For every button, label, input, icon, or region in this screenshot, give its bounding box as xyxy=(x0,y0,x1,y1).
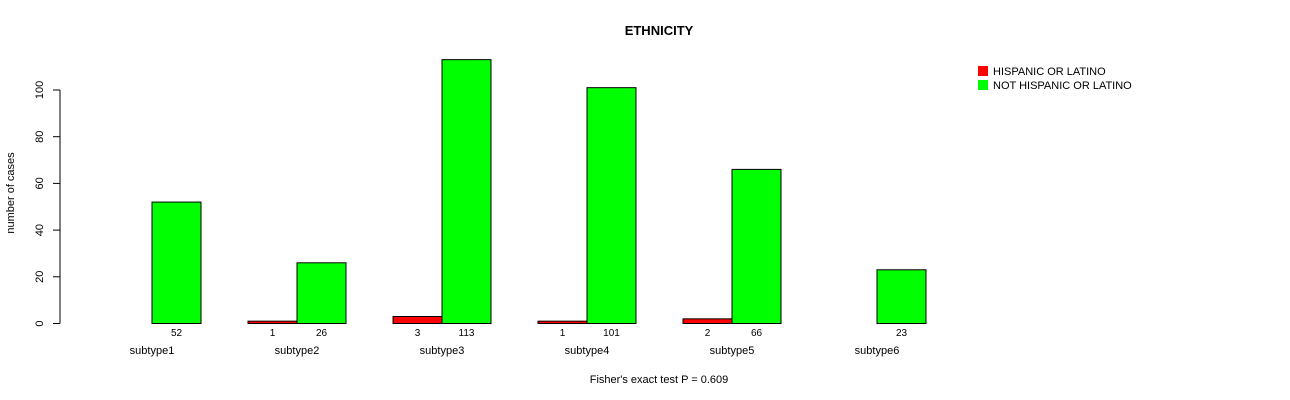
bar-value-label: 1 xyxy=(270,328,276,339)
bar-value-label: 52 xyxy=(171,328,183,339)
category-label: subtype2 xyxy=(275,345,320,357)
bar-subtype2-hispanic xyxy=(247,320,298,325)
bar-value-label: 1 xyxy=(560,328,566,339)
bar-value-label: 66 xyxy=(751,328,763,339)
bar-value-label: 113 xyxy=(459,328,475,339)
legend-label: HISPANIC OR LATINO xyxy=(993,66,1106,78)
y-tick-label: 0 xyxy=(34,320,46,326)
category-label: subtype1 xyxy=(130,345,175,357)
bar-value-label: 26 xyxy=(316,328,328,339)
bar-subtype3-not-hispanic xyxy=(441,59,492,325)
bar-subtype1-not-hispanic xyxy=(151,201,202,324)
chart-title: ETHNICITY xyxy=(625,23,694,38)
legend: HISPANIC OR LATINO NOT HISPANIC OR LATINO xyxy=(978,66,1132,92)
y-tick-label: 100 xyxy=(34,81,46,99)
y-tick-label: 20 xyxy=(34,271,46,283)
bar-subtype3-hispanic xyxy=(392,315,443,324)
bar-value-label: 23 xyxy=(896,328,908,339)
category-label: subtype5 xyxy=(710,345,755,357)
category-label: subtype6 xyxy=(855,345,900,357)
y-axis-label: number of cases xyxy=(5,152,17,234)
category-label: subtype3 xyxy=(420,345,465,357)
bar-subtype4-not-hispanic xyxy=(586,87,637,325)
bar-subtype6-not-hispanic xyxy=(876,269,927,325)
y-tick-label: 40 xyxy=(34,224,46,236)
bar-value-label: 2 xyxy=(705,328,711,339)
x-axis-label: Fisher's exact test P = 0.609 xyxy=(590,374,729,386)
bar-value-label: 101 xyxy=(603,328,620,339)
bar-value-label: 3 xyxy=(415,328,421,339)
category-label: subtype4 xyxy=(565,345,610,357)
bar-subtype5-not-hispanic xyxy=(731,168,782,324)
y-tick-label: 60 xyxy=(34,177,46,189)
legend-label: NOT HISPANIC OR LATINO xyxy=(993,80,1132,92)
y-axis: 0 20 40 60 80 100 xyxy=(34,81,61,327)
bar-subtype5-hispanic xyxy=(682,318,733,324)
bar-subtype4-hispanic xyxy=(537,320,588,325)
legend-swatch xyxy=(978,66,988,76)
bar-subtype2-not-hispanic xyxy=(296,262,347,325)
bars-group: 52 subtype1 1 26 subtype2 3 113 subtype3 1 101 sub… xyxy=(130,59,927,357)
legend-swatch xyxy=(978,80,988,90)
y-tick-label: 80 xyxy=(34,131,46,143)
